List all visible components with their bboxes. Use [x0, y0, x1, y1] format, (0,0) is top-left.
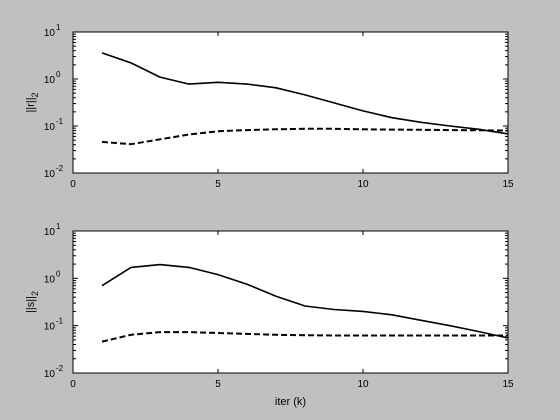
y-axis-label: ||s||2 [25, 291, 40, 313]
series-line-solid [101, 52, 509, 135]
x-axis-label: iter (k) [275, 396, 306, 408]
y-axis-label-text: ||s|| [25, 296, 37, 313]
y-tick-label: 10 [44, 169, 56, 180]
y-axis-label-text: ||r|| [25, 97, 37, 112]
y-tick-label: 10 [44, 322, 56, 333]
y-tick-exponent: 0 [56, 269, 61, 278]
y-tick-exponent: 1 [56, 222, 61, 231]
y-axis-label: ||r||2 [25, 92, 40, 112]
y-tick-label: 10 [44, 28, 56, 39]
x-tick-label: 10 [357, 379, 369, 390]
x-tick-label: 10 [357, 179, 369, 190]
x-tick-label: 5 [215, 379, 221, 390]
y-tick-label: 10 [44, 227, 56, 238]
series-line-solid [101, 263, 509, 339]
y-tick-exponent: -1 [56, 317, 64, 326]
x-tick-label: 5 [215, 179, 221, 190]
y-tick-exponent: 1 [56, 23, 61, 32]
axes-box [72, 230, 509, 374]
y-tick-exponent: 0 [56, 70, 61, 79]
series-line-dashed [101, 127, 509, 146]
y-tick-exponent: -2 [56, 164, 64, 173]
y-axis-label-subscript: 2 [30, 92, 40, 97]
y-axis-label-subscript: 2 [30, 291, 40, 296]
x-tick-label: 0 [70, 179, 76, 190]
y-tick-exponent: -1 [56, 117, 64, 126]
y-tick-label: 10 [44, 369, 56, 380]
y-tick-label: 10 [44, 75, 56, 86]
y-tick-exponent: -2 [56, 364, 64, 373]
x-tick-label: 15 [502, 379, 514, 390]
axes-box [72, 31, 509, 174]
x-tick-label: 15 [502, 179, 514, 190]
y-tick-label: 10 [44, 274, 56, 285]
y-tick-label: 10 [44, 122, 56, 133]
series-line-dashed [101, 331, 508, 343]
x-tick-label: 0 [70, 379, 76, 390]
